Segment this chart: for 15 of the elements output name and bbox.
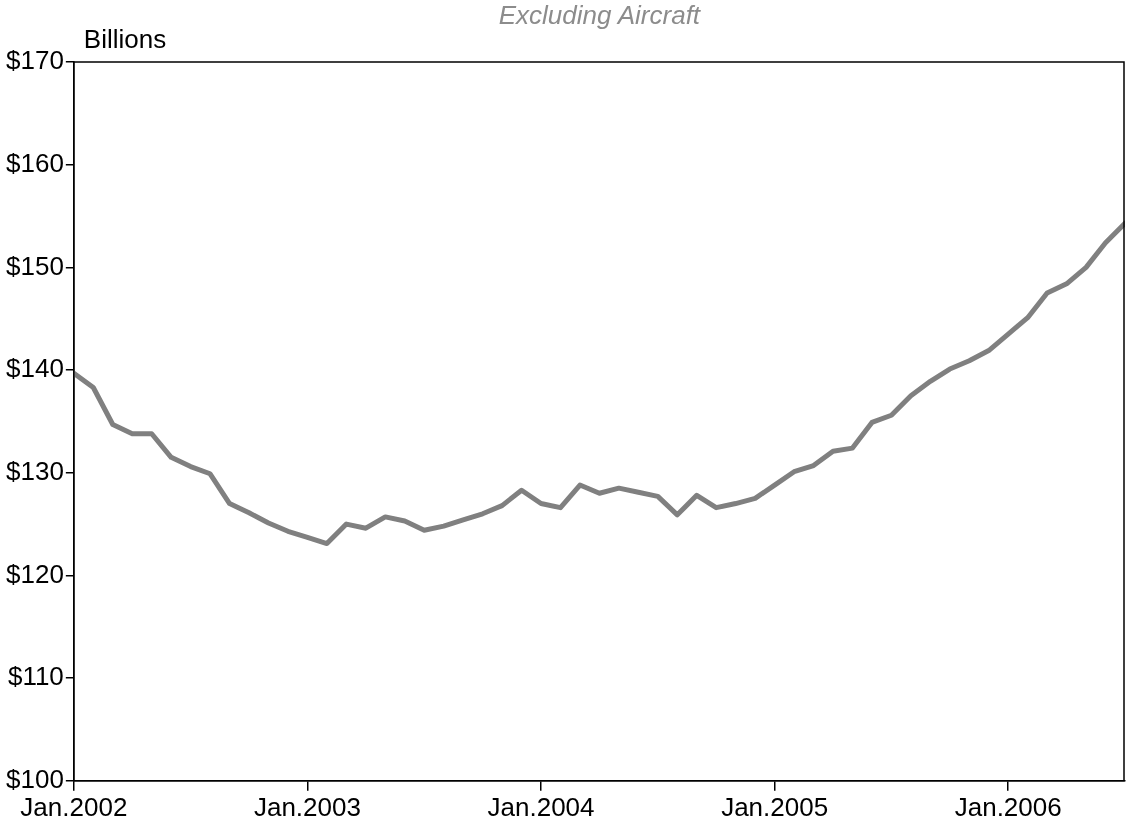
x-tick-label: Jan.2005 bbox=[721, 791, 829, 822]
y-tick-label: $130 bbox=[6, 455, 64, 486]
y-tick-label: $160 bbox=[6, 147, 64, 178]
y-tick-label: $110 bbox=[7, 661, 64, 692]
x-tick-label: Jan.2002 bbox=[20, 791, 128, 822]
y-axis-title: Billions bbox=[83, 24, 167, 55]
chart-subtitle: Excluding Aircraft bbox=[498, 0, 702, 31]
y-tick-label: $150 bbox=[6, 250, 64, 281]
y-tick-label: $140 bbox=[6, 353, 64, 384]
y-tick-label: $120 bbox=[6, 558, 64, 589]
x-tick-label: Jan.2003 bbox=[253, 791, 361, 822]
x-tick-label: Jan.2006 bbox=[954, 791, 1062, 822]
x-tick-label: Jan.2004 bbox=[487, 791, 595, 822]
y-tick-label: $170 bbox=[6, 45, 64, 76]
y-tick-label: $100 bbox=[6, 763, 64, 794]
